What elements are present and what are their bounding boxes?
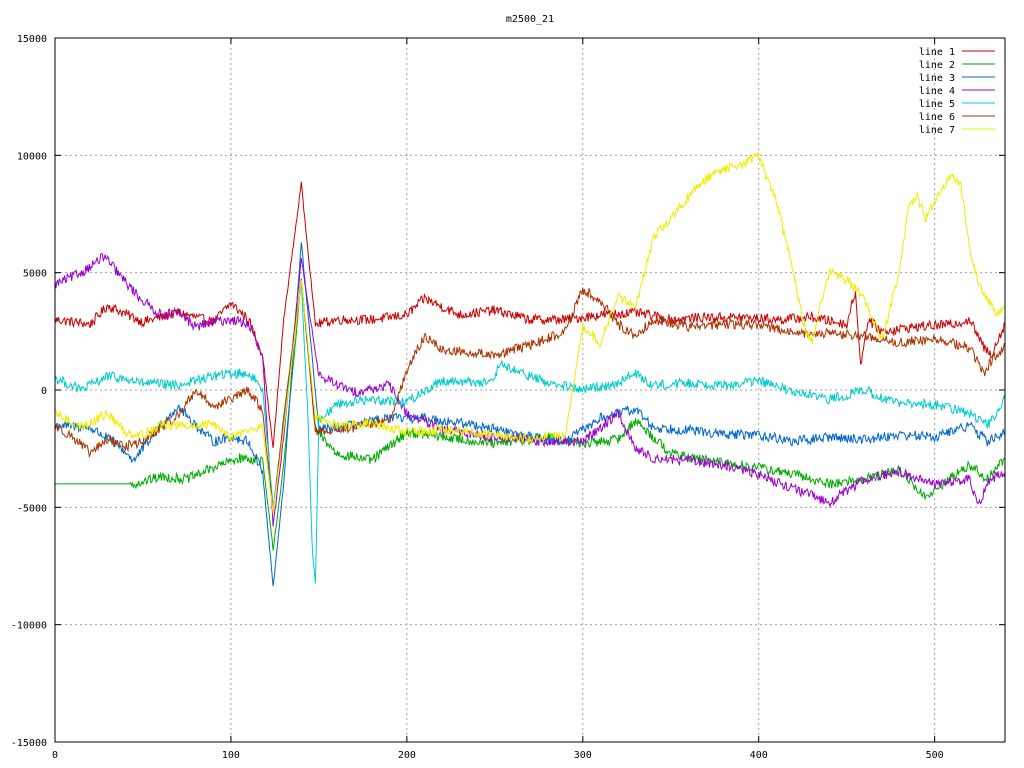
legend-label-4: line 4 [919, 86, 955, 97]
legend: line 1 line 2 line 3 line 4 line 5 line 6 line… [919, 47, 995, 136]
x-tick-label: 200 [398, 750, 416, 761]
y-tick-label: 15000 [17, 34, 47, 45]
legend-label-1: line 1 [919, 47, 955, 58]
y-tick-label: 10000 [17, 151, 47, 162]
series-line-6 [54, 278, 1006, 512]
series-line-1 [54, 181, 1006, 449]
plot-border [54, 37, 1006, 743]
series-line-3 [54, 242, 1006, 587]
y-tick-label: 0 [41, 386, 47, 397]
legend-label-3: line 3 [919, 73, 955, 84]
series-line-5 [54, 280, 1006, 584]
series-group [54, 151, 1006, 587]
x-tick-label: 100 [222, 750, 240, 761]
series-line-7 [54, 151, 1006, 514]
legend-label-7: line 7 [919, 125, 955, 136]
y-tick-label: -5000 [17, 503, 47, 514]
y-tick-label: -10000 [11, 621, 47, 632]
legend-label-2: line 2 [919, 60, 955, 71]
y-tick-label: 5000 [23, 269, 47, 280]
x-tick-label: 400 [750, 750, 768, 761]
chart-title: m2500_21 [506, 14, 554, 25]
x-tick-label: 300 [574, 750, 592, 761]
legend-label-6: line 6 [919, 112, 955, 123]
x-tick-label: 0 [52, 750, 58, 761]
y-tick-label: -15000 [11, 738, 47, 749]
legend-label-5: line 5 [919, 99, 955, 110]
x-tick-label: 500 [926, 750, 944, 761]
